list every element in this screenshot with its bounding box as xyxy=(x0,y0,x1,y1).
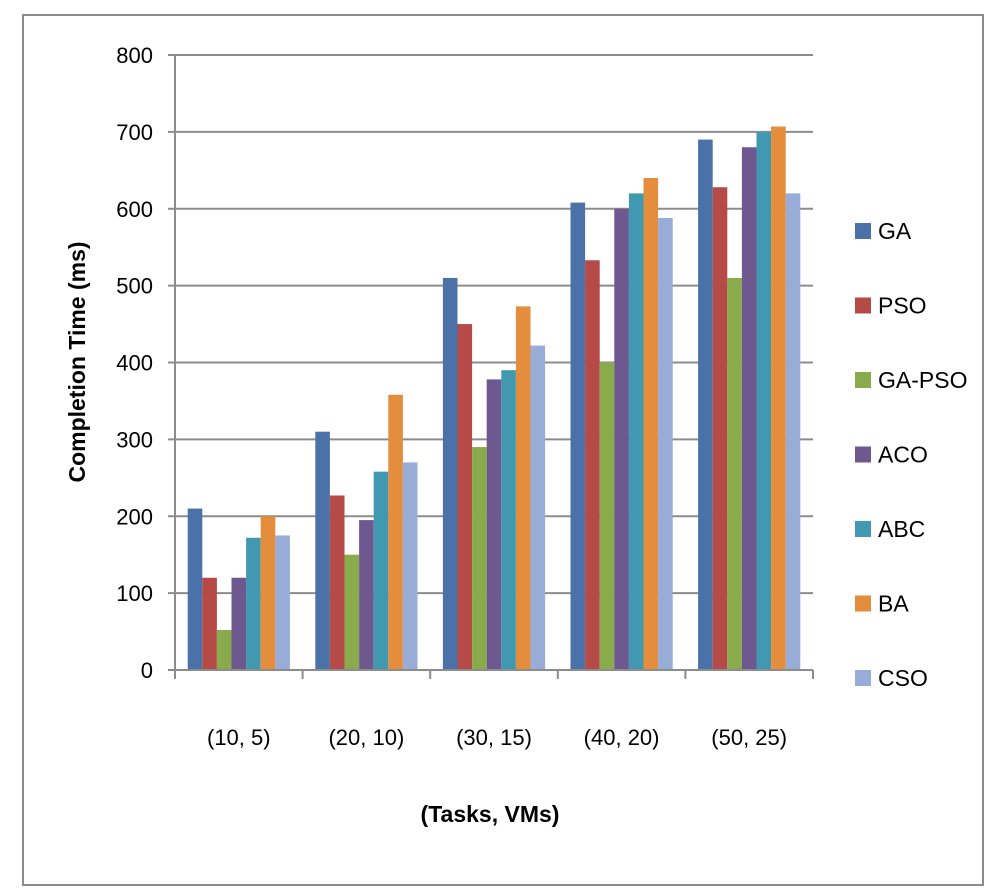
y-tick-label: 200 xyxy=(116,504,153,529)
legend-swatch-ga-pso xyxy=(855,372,871,388)
y-axis-label: Completion Time (ms) xyxy=(64,241,90,482)
bar-abc-4 xyxy=(628,193,644,670)
bar-abc-2 xyxy=(373,471,389,670)
y-tick-label: 400 xyxy=(116,351,153,376)
bar-ba-2 xyxy=(388,394,403,670)
legend-label: BA xyxy=(878,591,909,617)
bar-abc-5 xyxy=(756,131,772,670)
bar-cso-5 xyxy=(785,193,801,670)
bar-cso-1 xyxy=(275,535,290,670)
legend-swatch-abc xyxy=(855,521,871,537)
bar-aco-4 xyxy=(614,208,629,670)
y-tick-label: 300 xyxy=(116,427,153,452)
y-tick-label: 100 xyxy=(116,581,153,606)
bar-ga-pso-5 xyxy=(727,277,742,670)
x-tick-label: (20, 10) xyxy=(328,725,404,750)
y-tick-label: 0 xyxy=(141,658,153,683)
bar-ba-1 xyxy=(260,516,276,670)
legend-label: ABC xyxy=(878,516,925,542)
bar-cso-3 xyxy=(530,345,546,670)
bar-ga-4 xyxy=(570,202,586,670)
bar-pso-2 xyxy=(329,495,345,670)
bar-ga-2 xyxy=(315,431,330,670)
bar-aco-2 xyxy=(359,520,374,670)
legend-label: CSO xyxy=(878,665,928,691)
bars xyxy=(187,126,801,670)
x-tick-label: (10, 5) xyxy=(207,725,271,750)
bar-abc-3 xyxy=(501,370,516,670)
bar-pso-3 xyxy=(457,324,473,670)
bar-ga-pso-2 xyxy=(344,554,360,670)
legend-swatch-ga xyxy=(855,223,871,239)
y-tick-label: 500 xyxy=(116,274,153,299)
legend-label: PSO xyxy=(878,293,927,319)
bar-ga-pso-4 xyxy=(599,362,615,670)
bar-ba-3 xyxy=(515,306,531,670)
legend-label: GA xyxy=(878,218,912,244)
y-axis-ticks: 0 100 200 300 400 500 600 700 800 xyxy=(116,43,175,683)
bar-aco-1 xyxy=(231,577,247,670)
x-axis-ticks: (10, 5) (20, 10) (30, 15) (40, 20) (50, 25) xyxy=(174,670,814,750)
x-tick-label: (50, 25) xyxy=(711,725,787,750)
x-tick-label: (40, 20) xyxy=(584,725,660,750)
legend-swatch-aco xyxy=(855,446,871,463)
bar-ga-3 xyxy=(442,277,458,670)
bar-ba-4 xyxy=(643,178,659,670)
x-axis-label: (Tasks, VMs) xyxy=(421,801,560,827)
bar-pso-5 xyxy=(712,187,728,670)
bar-ga-1 xyxy=(187,508,203,670)
legend-swatch-pso xyxy=(855,297,871,314)
x-tick-label: (30, 15) xyxy=(456,725,532,750)
y-tick-label: 700 xyxy=(116,120,153,145)
bar-aco-5 xyxy=(741,147,757,670)
bar-ga-pso-3 xyxy=(472,447,487,670)
legend: GA PSO GA-PSO ACO ABC BA CSO xyxy=(855,218,967,691)
bar-pso-1 xyxy=(202,577,217,670)
bar-cso-2 xyxy=(402,462,418,670)
bar-abc-1 xyxy=(246,537,261,670)
bar-ga-pso-1 xyxy=(216,630,232,670)
legend-swatch-cso xyxy=(855,670,871,686)
bar-aco-3 xyxy=(486,379,502,670)
bar-ga-5 xyxy=(698,139,713,670)
y-tick-label: 800 xyxy=(116,43,153,68)
y-tick-label: 600 xyxy=(116,197,153,222)
bar-cso-4 xyxy=(658,217,673,670)
bar-pso-4 xyxy=(585,260,600,670)
legend-label: ACO xyxy=(878,442,928,468)
legend-label: GA-PSO xyxy=(878,367,967,393)
legend-swatch-ba xyxy=(855,595,871,612)
bar-ba-5 xyxy=(771,126,786,670)
